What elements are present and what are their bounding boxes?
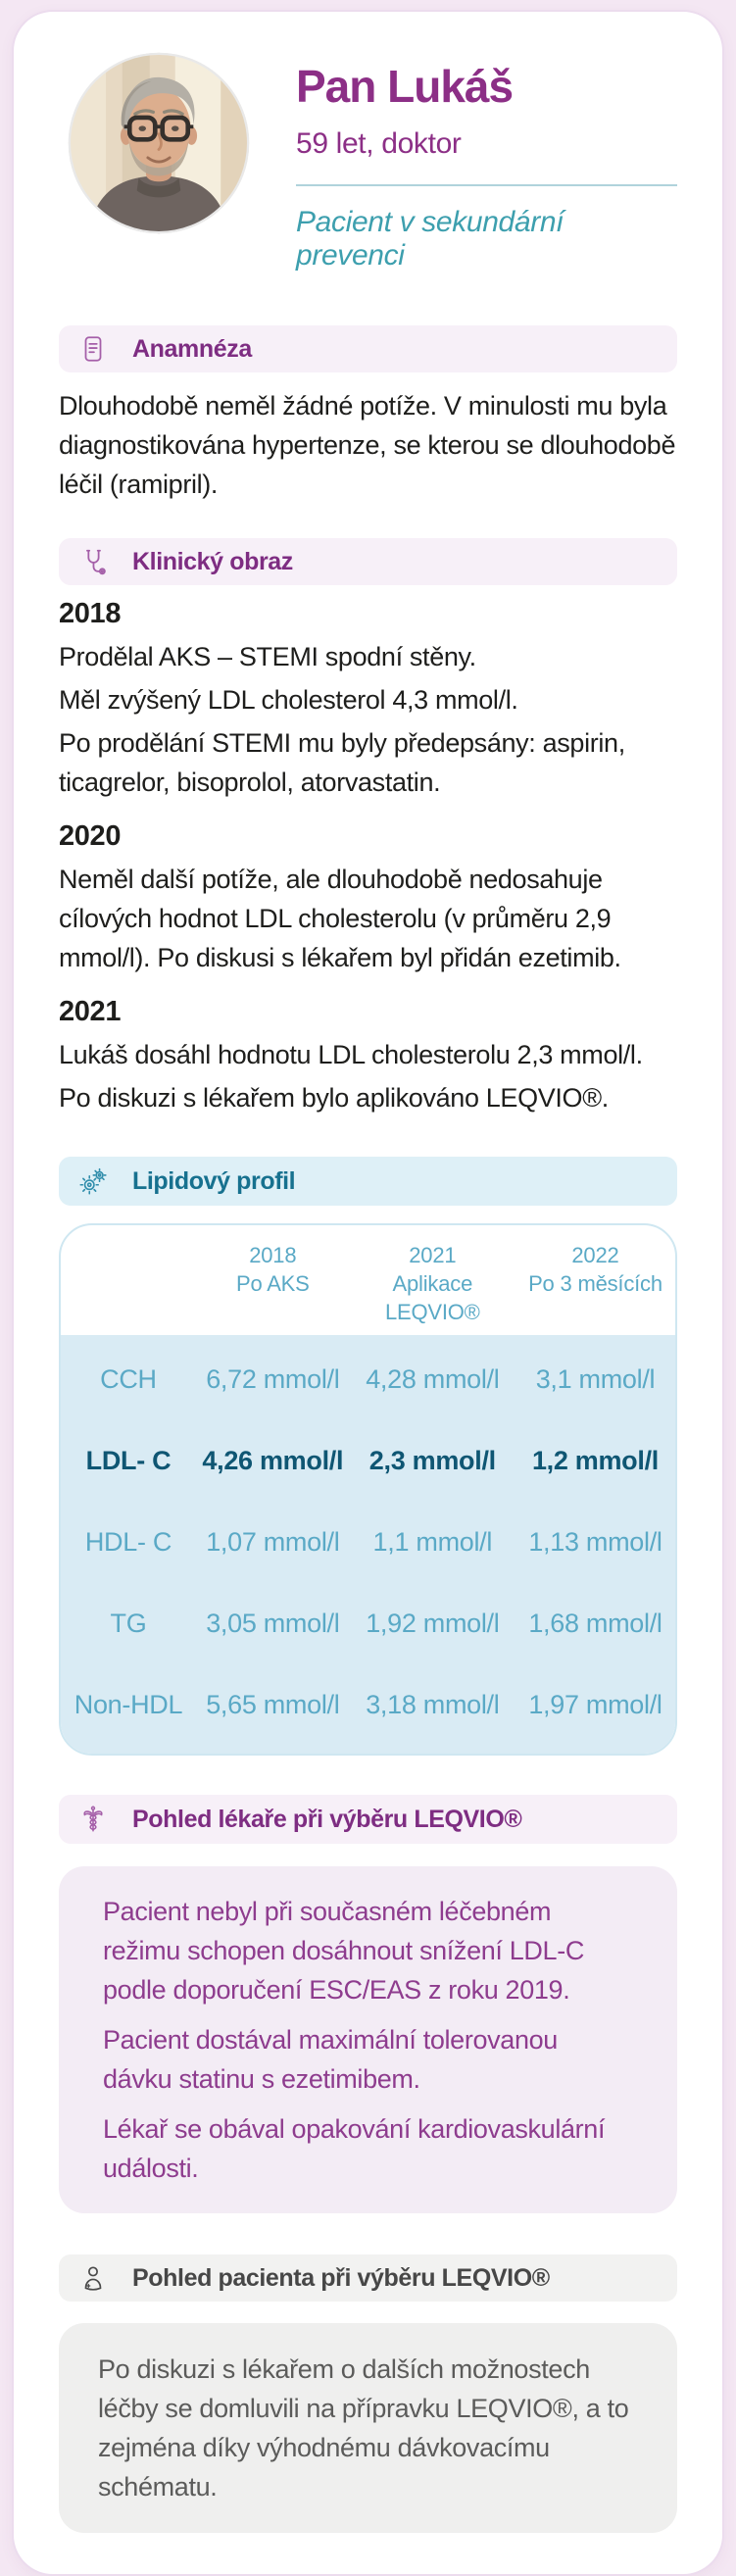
timeline-entry: Lukáš dosáhl hodnotu LDL cholesterolu 2,…	[59, 1040, 643, 1069]
timeline-entry: Měl zvýšený LDL cholesterol 4,3 mmol/l.	[59, 685, 518, 715]
lipid-table-corner	[61, 1241, 196, 1326]
doctor-opinion-paragraph: Pacient dostával maximální tolerovanou d…	[103, 2025, 558, 2094]
table-row-cch: CCH 6,72 mmol/l 4,28 mmol/l 3,1 mmol/l	[61, 1339, 675, 1420]
lipid-table-body: CCH 6,72 mmol/l 4,28 mmol/l 3,1 mmol/l L…	[61, 1335, 675, 1754]
row-value: 3,18 mmol/l	[366, 1690, 500, 1719]
row-label: Non-HDL	[74, 1690, 183, 1719]
timeline-entry: Po prodělání STEMI mu byly předepsány: a…	[59, 728, 625, 797]
row-value: 4,26 mmol/l	[202, 1446, 344, 1475]
page-title: Pan Lukáš	[296, 61, 514, 112]
avatar	[68, 52, 250, 234]
anamneza-text: Dlouhodobě neměl žádné potíže. V minulos…	[59, 391, 676, 499]
header-divider	[296, 184, 677, 186]
timeline-year-2020: 2020	[59, 820, 122, 852]
table-row-non-hdl: Non-HDL 5,65 mmol/l 3,18 mmol/l 1,97 mmo…	[61, 1664, 675, 1746]
row-value: 1,07 mmol/l	[206, 1527, 340, 1557]
patient-photo	[68, 52, 250, 234]
col-label: Po AKS	[235, 1271, 310, 1296]
col-year: 2018	[249, 1243, 297, 1267]
gears-icon	[78, 1166, 108, 1196]
row-label: HDL- C	[84, 1527, 172, 1557]
caduceus-icon	[78, 1805, 108, 1834]
row-value: 1,2 mmol/l	[531, 1446, 659, 1475]
section-title-pohled-pacienta: Pohled pacienta při výběru LEQVIO®	[132, 2263, 550, 2292]
section-header-pohled-pacienta: Pohled pacienta při výběru LEQVIO®	[59, 2254, 677, 2302]
timeline-entry: Neměl další potíže, ale dlouhodobě nedos…	[59, 865, 621, 972]
doctor-opinion-box: Pacient nebyl při současném léčebném rež…	[59, 1866, 677, 2213]
timeline-year-2021: 2021	[59, 996, 122, 1027]
lipid-table-col-2022: 2022 Po 3 měsících	[515, 1241, 675, 1326]
document-icon	[78, 334, 108, 364]
col-year: 2022	[571, 1243, 619, 1267]
row-value: 4,28 mmol/l	[366, 1364, 500, 1394]
row-value: 1,1 mmol/l	[372, 1527, 493, 1557]
lipid-table-col-2018: 2018 Po AKS	[196, 1241, 350, 1326]
patient-opinion-box: Po diskuzi s lékařem o dalších možnostec…	[59, 2323, 677, 2533]
row-value: 3,1 mmol/l	[535, 1364, 656, 1394]
section-title-lipidovy-profil: Lipidový profil	[132, 1166, 296, 1195]
table-row-tg: TG 3,05 mmol/l 1,92 mmol/l 1,68 mmol/l	[61, 1583, 675, 1664]
row-value: 1,13 mmol/l	[528, 1527, 662, 1557]
section-header-lipidovy-profil: Lipidový profil	[59, 1157, 677, 1206]
row-value: 1,97 mmol/l	[528, 1690, 662, 1719]
section-title-anamneza: Anamnéza	[132, 334, 252, 363]
col-year: 2021	[409, 1243, 457, 1267]
section-header-pohled-lekare: Pohled lékaře při výběru LEQVIO®	[59, 1795, 677, 1844]
stethoscope-icon	[78, 547, 108, 576]
table-row-hdl-c: HDL- C 1,07 mmol/l 1,1 mmol/l 1,13 mmol/…	[61, 1502, 675, 1583]
col-label: Po 3 měsících	[528, 1271, 662, 1296]
clinical-timeline: 2018 Prodělal AKS – STEMI spodní stěny. …	[59, 599, 677, 1117]
row-value: 3,05 mmol/l	[206, 1609, 340, 1638]
row-value: 1,92 mmol/l	[366, 1609, 500, 1638]
row-value: 5,65 mmol/l	[206, 1690, 340, 1719]
section-title-pohled-lekare: Pohled lékaře při výběru LEQVIO®	[132, 1805, 522, 1833]
section-header-klinicky-obraz: Klinický obraz	[59, 538, 677, 585]
patient-header-text: Pan Lukáš 59 let, doktor Pacient v sekun…	[296, 52, 677, 272]
patient-case-card: Pan Lukáš 59 let, doktor Pacient v sekun…	[12, 10, 724, 2576]
row-value: 2,3 mmol/l	[368, 1446, 496, 1475]
patient-header: Pan Lukáš 59 let, doktor Pacient v sekun…	[59, 52, 677, 272]
patient-opinion-paragraph: Po diskuzi s lékařem o dalších možnostec…	[98, 2354, 629, 2502]
doctor-opinion-paragraph: Pacient nebyl při současném léčebném rež…	[103, 1897, 584, 2005]
section-title-klinicky-obraz: Klinický obraz	[132, 547, 293, 575]
table-row-ldl-c: LDL- C 4,26 mmol/l 2,3 mmol/l 1,2 mmol/l	[61, 1420, 675, 1502]
timeline-year-2018: 2018	[59, 598, 122, 629]
timeline-entry: Prodělal AKS – STEMI spodní stěny.	[59, 642, 476, 671]
timeline-entry: Po diskuzi s lékařem bylo aplikováno LEQ…	[59, 1083, 609, 1113]
row-label: CCH	[100, 1364, 157, 1394]
patient-tagline: Pacient v sekundární prevenci	[296, 206, 564, 272]
section-header-anamneza: Anamnéza	[59, 325, 677, 372]
lipid-profile-table: 2018 Po AKS 2021 Aplikace LEQVIO® 2022 P…	[59, 1223, 677, 1756]
row-value: 1,68 mmol/l	[528, 1609, 662, 1638]
patient-age-occupation: 59 let, doktor	[296, 127, 462, 160]
row-label: TG	[110, 1609, 147, 1638]
row-value: 6,72 mmol/l	[206, 1364, 340, 1394]
row-label: LDL- C	[85, 1446, 172, 1475]
col-label: Aplikace LEQVIO®	[384, 1271, 480, 1324]
lipid-table-header: 2018 Po AKS 2021 Aplikace LEQVIO® 2022 P…	[61, 1225, 675, 1335]
lipid-table-col-2021: 2021 Aplikace LEQVIO®	[350, 1241, 515, 1326]
person-icon	[78, 2263, 108, 2293]
doctor-opinion-paragraph: Lékař se obával opakování kardiovaskulár…	[103, 2114, 606, 2183]
